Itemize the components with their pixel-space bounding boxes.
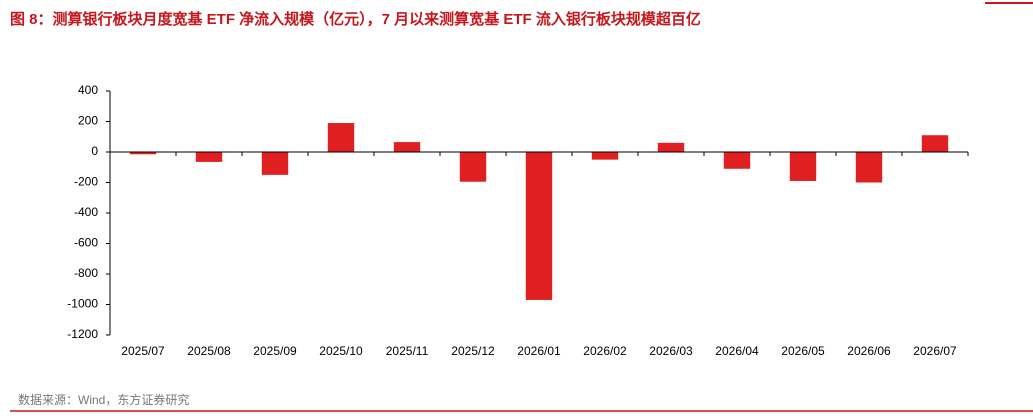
bar — [723, 152, 751, 169]
y-tick-label: -600 — [74, 236, 98, 250]
x-tick-label: 2025/12 — [451, 344, 495, 358]
x-tick-label: 2026/06 — [847, 344, 891, 358]
y-tick-label: 0 — [91, 144, 98, 158]
bar — [525, 152, 553, 300]
bar — [327, 123, 355, 152]
x-tick-label: 2025/11 — [386, 344, 429, 358]
x-tick-label: 2025/09 — [253, 344, 297, 358]
bar — [921, 135, 949, 152]
x-tick-label: 2026/05 — [781, 344, 825, 358]
x-tick-label: 2026/01 — [517, 344, 561, 358]
source-note: 数据来源：Wind，东方证券研究 — [18, 392, 189, 407]
x-tick-label: 2025/10 — [319, 344, 363, 358]
chart-title: 图 8：测算银行板块月度宽基 ETF 净流入规模（亿元），7 月以来测算宽基 E… — [10, 10, 701, 28]
x-tick-label: 2026/04 — [715, 344, 759, 358]
bar — [789, 152, 817, 181]
y-tick-label: -800 — [74, 266, 98, 280]
y-tick-label: 400 — [78, 83, 98, 97]
bar — [195, 152, 223, 162]
y-tick-label: -1200 — [67, 327, 98, 341]
y-tick-label: -1000 — [67, 297, 98, 311]
x-tick-label: 2025/07 — [121, 344, 165, 358]
bar — [393, 142, 421, 152]
x-tick-label: 2026/03 — [649, 344, 693, 358]
bar — [591, 152, 619, 160]
x-tick-label: 2025/08 — [187, 344, 231, 358]
bar — [261, 152, 289, 175]
y-tick-label: -400 — [74, 205, 98, 219]
bar — [129, 152, 157, 155]
y-tick-label: 200 — [78, 114, 98, 128]
x-tick-label: 2026/02 — [583, 344, 627, 358]
x-tick-label: 2026/07 — [913, 344, 957, 358]
y-tick-label: -200 — [74, 175, 98, 189]
bar — [459, 152, 487, 182]
bar — [855, 152, 883, 183]
bar — [657, 142, 685, 152]
